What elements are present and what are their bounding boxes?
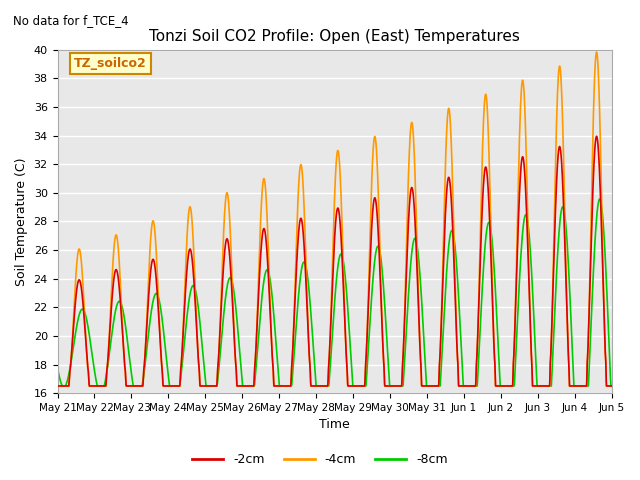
-4cm: [575, 383, 582, 389]
-8cm: [59, 383, 67, 389]
Line: -8cm: -8cm: [58, 199, 612, 386]
-8cm: [54, 365, 61, 371]
-2cm: [593, 133, 600, 139]
-2cm: [363, 342, 371, 348]
-4cm: [363, 343, 371, 348]
-2cm: [351, 383, 358, 389]
-8cm: [496, 379, 504, 385]
-8cm: [363, 368, 371, 374]
-2cm: [208, 383, 216, 389]
-4cm: [608, 383, 616, 389]
X-axis label: Time: Time: [319, 419, 350, 432]
-8cm: [209, 383, 216, 389]
-2cm: [496, 383, 504, 389]
-2cm: [575, 383, 582, 389]
-4cm: [208, 383, 216, 389]
-4cm: [496, 383, 504, 389]
Line: -2cm: -2cm: [58, 136, 612, 386]
-4cm: [593, 49, 600, 55]
Title: Tonzi Soil CO2 Profile: Open (East) Temperatures: Tonzi Soil CO2 Profile: Open (East) Temp…: [149, 29, 520, 44]
-8cm: [608, 383, 616, 389]
-2cm: [54, 383, 61, 389]
Line: -4cm: -4cm: [58, 52, 612, 386]
Text: TZ_soilco2: TZ_soilco2: [74, 57, 147, 70]
-4cm: [351, 383, 358, 389]
-4cm: [559, 129, 567, 134]
-8cm: [596, 196, 604, 202]
-2cm: [559, 185, 567, 191]
-8cm: [575, 383, 582, 389]
-2cm: [608, 383, 616, 389]
-8cm: [559, 204, 567, 210]
-4cm: [54, 383, 61, 389]
Y-axis label: Soil Temperature (C): Soil Temperature (C): [15, 157, 28, 286]
-8cm: [351, 383, 359, 389]
Legend: -2cm, -4cm, -8cm: -2cm, -4cm, -8cm: [187, 448, 453, 471]
Text: No data for f_TCE_4: No data for f_TCE_4: [13, 14, 129, 27]
